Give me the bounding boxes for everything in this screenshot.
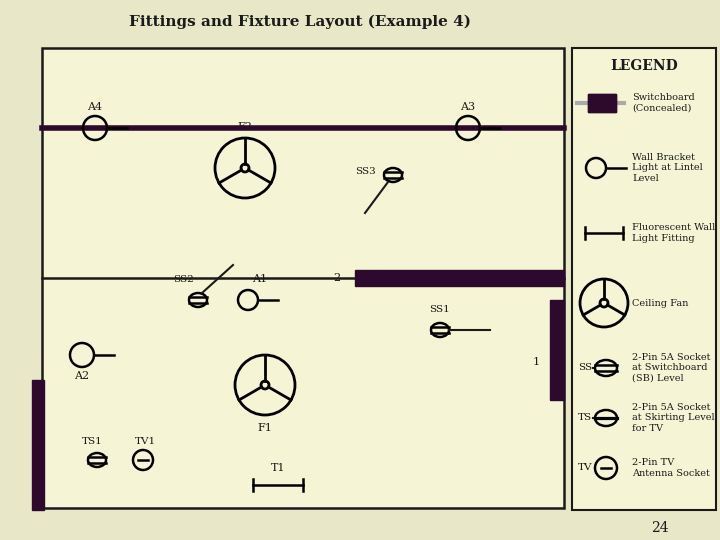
Bar <box>42 48 564 508</box>
Text: 2: 2 <box>333 273 341 283</box>
Text: 2-Pin TV
Antenna Socket: 2-Pin TV Antenna Socket <box>632 458 710 478</box>
Text: A4: A4 <box>87 102 102 112</box>
Text: SS1: SS1 <box>430 305 451 314</box>
Bar <box>32 380 44 510</box>
Text: Wall Bracket
Light at Lintel
Level: Wall Bracket Light at Lintel Level <box>632 153 703 183</box>
Bar <box>572 48 716 510</box>
Bar <box>355 270 383 286</box>
Text: A2: A2 <box>74 371 89 381</box>
Bar <box>383 270 564 286</box>
Text: A1: A1 <box>253 274 268 284</box>
Text: 1: 1 <box>532 357 539 367</box>
Text: Ceiling Fan: Ceiling Fan <box>632 299 688 307</box>
Text: Fluorescent Wall
Light Fitting: Fluorescent Wall Light Fitting <box>632 224 715 242</box>
Text: TS1: TS1 <box>81 437 102 446</box>
Bar <box>550 300 564 400</box>
Text: A3: A3 <box>460 102 476 112</box>
Text: 2-Pin 5A Socket
at Skirting Level
for TV: 2-Pin 5A Socket at Skirting Level for TV <box>632 403 715 433</box>
Text: F2: F2 <box>238 122 253 132</box>
Bar <box>588 94 616 112</box>
Text: 24: 24 <box>651 521 669 535</box>
Text: Fittings and Fixture Layout (Example 4): Fittings and Fixture Layout (Example 4) <box>129 15 471 29</box>
Text: SS3: SS3 <box>356 167 377 177</box>
Text: TV1: TV1 <box>135 437 156 446</box>
Text: 2-Pin 5A Socket
at Switchboard
(SB) Level: 2-Pin 5A Socket at Switchboard (SB) Leve… <box>632 353 711 383</box>
Text: LEGEND: LEGEND <box>610 59 678 73</box>
Text: Switchboard
(Concealed): Switchboard (Concealed) <box>632 93 695 113</box>
Text: TV: TV <box>578 463 593 472</box>
Text: SS: SS <box>578 363 592 373</box>
Text: F1: F1 <box>258 423 272 433</box>
Text: TS: TS <box>578 414 592 422</box>
Text: T1: T1 <box>271 463 285 473</box>
Bar <box>588 94 616 112</box>
Text: SS2: SS2 <box>174 275 194 284</box>
